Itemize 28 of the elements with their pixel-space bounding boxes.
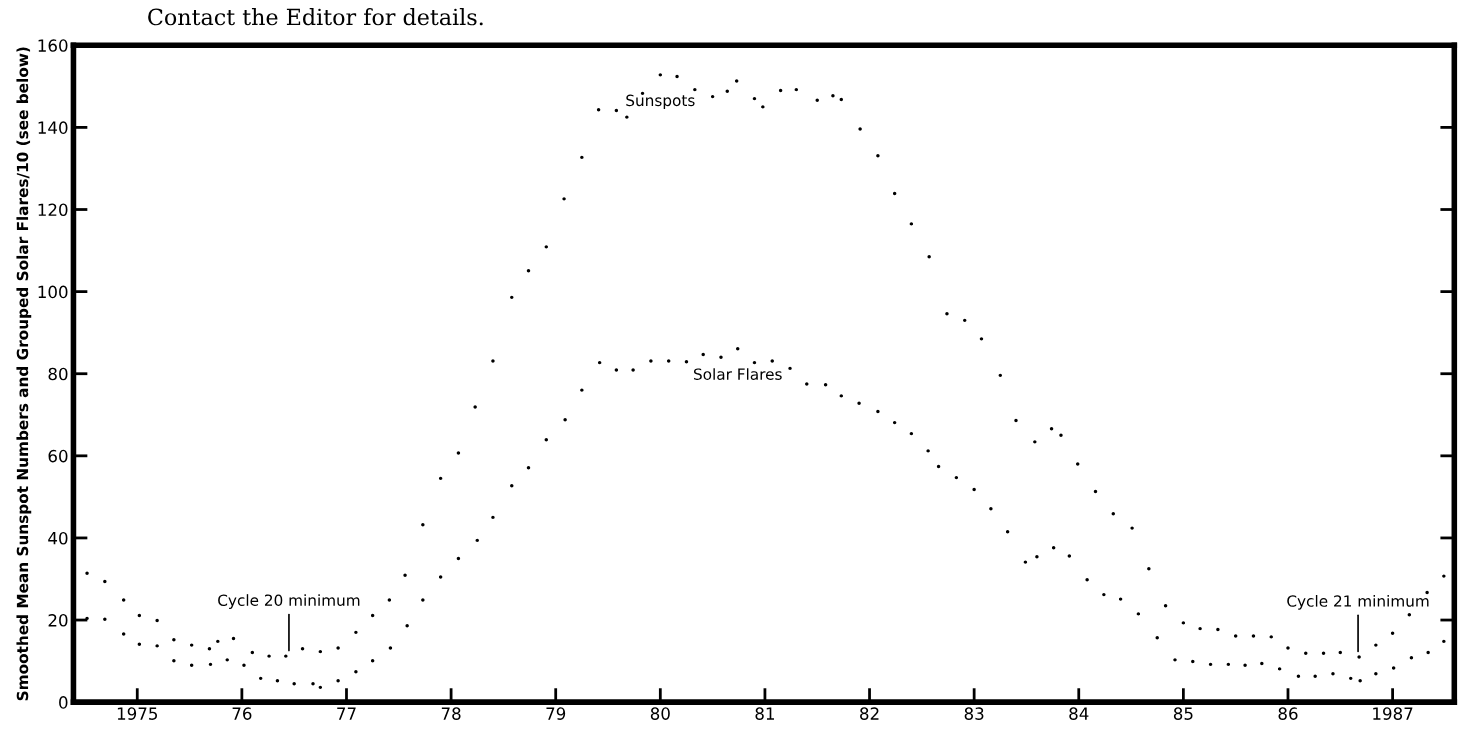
y-tick-label: 140 — [38, 121, 68, 134]
x-tick-label: 1975 — [117, 707, 158, 720]
y-tick-label: 80 — [48, 367, 68, 381]
annotation: Cycle 20 minimum — [218, 594, 360, 609]
x-tick-label: 85 — [1173, 707, 1193, 720]
x-tick-label: 1987 — [1373, 707, 1413, 720]
x-tick-label: 77 — [337, 707, 356, 720]
y-tick-label: 120 — [38, 203, 68, 217]
y-tick-label: 20 — [48, 614, 68, 627]
x-tick-label: 86 — [1278, 707, 1298, 720]
y-axis-title: Smoothed Mean Sunspot Numbers and Grouped Solar Flares/10 (see below) — [16, 47, 32, 701]
text: Contact the Editor for details. — [148, 8, 483, 26]
y-tick-label: 160 — [38, 39, 68, 52]
x-tick-label: 81 — [755, 707, 774, 720]
x-tick-label: 82 — [860, 707, 879, 720]
annotation: Cycle 21 minimum — [1287, 594, 1429, 610]
x-tick-label: 83 — [964, 707, 984, 720]
series-label: Solar Flares — [693, 368, 782, 380]
series-label: Sunspots — [626, 94, 695, 110]
x-tick-label: 84 — [1069, 707, 1089, 720]
y-tick-label: 100 — [38, 285, 68, 299]
x-tick-label: 76 — [232, 707, 252, 720]
x-tick-label: 80 — [650, 707, 670, 720]
y-tick-label: 40 — [48, 531, 68, 545]
x-tick-label: 78 — [441, 707, 461, 720]
y-tick-label: 60 — [48, 449, 68, 463]
y-tick-label: 0 — [59, 696, 68, 709]
x-tick-label: 79 — [546, 707, 566, 720]
